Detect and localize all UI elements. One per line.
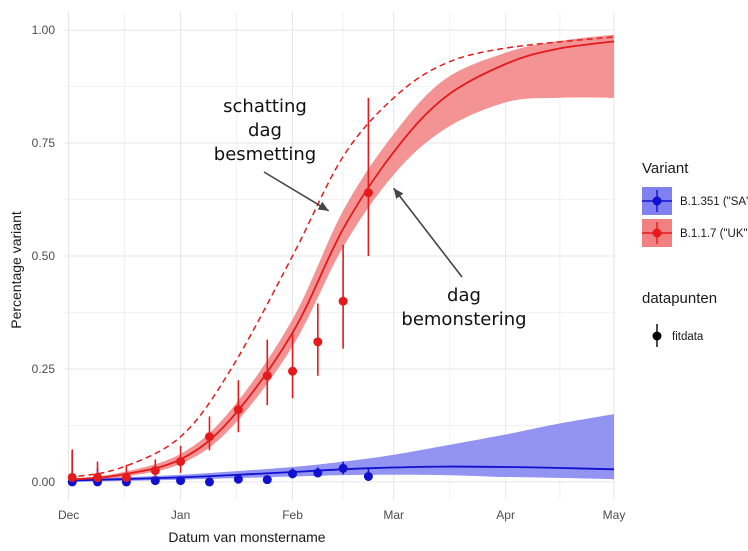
data-point-sa xyxy=(338,463,348,473)
data-point-uk xyxy=(150,466,160,476)
data-point-uk xyxy=(233,405,243,415)
ribbon-sa xyxy=(68,414,615,482)
x-tick-label: Jan xyxy=(171,508,190,522)
legend-title-variant: Variant xyxy=(642,160,689,177)
fit-line-uk xyxy=(68,40,615,481)
annotations: schatting dag besmetting dag bemonstering xyxy=(214,96,527,330)
data-point-uk xyxy=(176,457,186,467)
annotation-infection-text: besmetting xyxy=(214,144,316,165)
y-axis-title: Percentage variant xyxy=(8,211,24,329)
x-tick-label: May xyxy=(603,508,626,522)
data-point-uk xyxy=(204,432,214,442)
data-point-sa xyxy=(262,475,272,485)
data-point-uk xyxy=(363,188,373,198)
legend-label-fitdata: fitdata xyxy=(672,331,704,343)
data-point-uk xyxy=(262,371,272,381)
data-point-uk xyxy=(288,366,298,376)
annotation-infection-text: schatting xyxy=(223,96,307,117)
y-tick-label: 0.75 xyxy=(32,136,56,150)
data-points xyxy=(67,97,373,487)
y-tick-label: 0.50 xyxy=(32,249,56,263)
legend-key-fitdata-point xyxy=(652,331,662,341)
data-point-uk xyxy=(67,472,77,482)
x-axis-title: Datum van monstername xyxy=(168,529,325,545)
y-axis-ticks: 0.00 0.25 0.50 0.75 1.00 xyxy=(32,23,56,489)
data-point-sa xyxy=(150,476,160,486)
data-point-uk xyxy=(121,472,131,482)
annotation-infection-arrow-head xyxy=(317,201,329,211)
annotation-sampling-text: dag xyxy=(447,285,481,306)
y-tick-label: 1.00 xyxy=(32,23,56,37)
annotation-sampling-text: bemonstering xyxy=(401,309,526,330)
data-point-sa xyxy=(288,469,298,479)
x-tick-label: Apr xyxy=(496,508,515,522)
y-tick-label: 0.00 xyxy=(32,475,56,489)
data-point-uk xyxy=(313,337,323,347)
legend-label-sa: B.1.351 ("SA") xyxy=(680,196,748,208)
legend-key-uk-point xyxy=(652,228,662,238)
legend: Variant B.1.351 ("SA") B.1.1.7 ("UK") da… xyxy=(642,160,748,347)
annotation-sampling-arrow-head xyxy=(393,188,404,199)
data-point-uk xyxy=(338,296,348,306)
annotation-infection-arrow xyxy=(263,171,330,212)
x-tick-label: Mar xyxy=(383,508,404,522)
annotation-sampling-arrow xyxy=(393,187,463,278)
data-point-sa xyxy=(363,472,373,482)
x-tick-label: Feb xyxy=(282,508,303,522)
ribbon-uk xyxy=(68,34,615,481)
legend-label-uk: B.1.1.7 ("UK") xyxy=(680,228,748,240)
y-tick-label: 0.25 xyxy=(32,362,56,376)
annotation-infection-text: dag xyxy=(248,120,282,141)
x-axis-ticks: Dec Jan Feb Mar Apr May xyxy=(58,508,625,522)
data-point-sa xyxy=(233,474,243,484)
data-point-sa xyxy=(204,477,214,487)
data-point-sa xyxy=(176,476,186,486)
data-point-uk xyxy=(93,472,103,482)
data-point-sa xyxy=(313,468,323,478)
legend-key-sa-point xyxy=(652,196,662,206)
confidence-ribbons xyxy=(68,34,615,482)
x-tick-label: Dec xyxy=(58,508,79,522)
legend-title-datapunten: datapunten xyxy=(642,290,717,307)
